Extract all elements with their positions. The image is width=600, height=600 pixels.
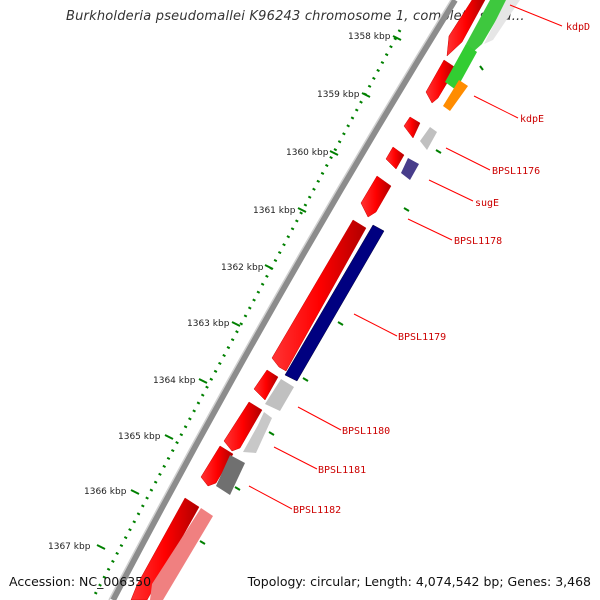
gene-label[interactable]: BPSL1180 [342,426,390,437]
ruler-tick [297,207,307,213]
ruler-tick-label: 1360 kbp [286,148,329,158]
ruler-tick [198,378,208,384]
track-marks [199,65,484,545]
ruler-tick [164,434,174,440]
ruler-dotted-line [90,29,402,600]
label-connector [273,446,318,470]
track-mark [199,540,206,545]
ruler [90,29,402,600]
ruler-tick-label: 1363 kbp [187,319,230,329]
gene-feature[interactable] [265,379,294,411]
ruler-tick-label: 1362 kbp [221,263,264,273]
label-connector [445,147,491,171]
gene-label[interactable]: BPSL1179 [398,332,446,343]
label-connector [353,313,398,337]
gene-feature[interactable] [420,127,437,150]
gene-feature[interactable] [284,224,385,382]
label-connectors [248,4,563,510]
gene-feature[interactable] [216,455,245,495]
gene-feature[interactable] [360,175,392,218]
gene-feature[interactable] [443,80,468,111]
gene-label[interactable]: kdpD [566,22,590,33]
track-mark [302,377,309,382]
label-connector [428,179,474,202]
forward-strand [130,0,486,600]
gene-feature[interactable] [401,158,419,180]
ruler-tick [392,35,402,41]
ruler-tick [264,264,274,270]
map-title: Burkholderia pseudomallei K96243 chromos… [66,9,525,24]
label-connector [473,95,519,119]
gene-feature[interactable] [445,44,477,90]
gene-label[interactable]: kdpE [520,114,544,125]
ruler-tick [96,544,106,550]
label-connector [509,4,563,27]
track-mark [403,207,410,212]
ruler-tick-label: 1361 kbp [253,206,296,216]
track-mark [268,431,275,436]
gene-feature[interactable] [253,369,279,401]
gene-feature[interactable] [130,497,200,600]
ruler-tick-label: 1364 kbp [153,376,196,386]
ruler-tick-label: 1365 kbp [118,432,161,442]
gene-label[interactable]: BPSL1182 [293,505,341,516]
gene-feature[interactable] [385,146,405,170]
gene-label[interactable]: sugE [475,198,499,209]
ruler-tick [361,92,371,98]
gene-feature[interactable] [403,116,421,139]
ruler-tick [130,489,140,495]
gene-feature[interactable] [271,219,367,372]
topology-text: Topology: circular; Length: 4,074,542 bp… [247,574,591,589]
gene-feature[interactable] [223,401,263,452]
backbone-arc [110,0,458,600]
ruler-tick-label: 1366 kbp [84,487,127,497]
track-mark [234,486,241,491]
label-connector [407,218,453,241]
track-mark [435,149,442,154]
ruler-tick-label: 1358 kbp [348,32,391,42]
ruler-tick [329,150,339,156]
gene-label[interactable]: BPSL1181 [318,465,366,476]
track-mark [479,65,484,71]
backbone-highlight [108,0,452,600]
label-connector [297,406,342,431]
ruler-tick-label: 1367 kbp [48,542,91,552]
ruler-tick [231,321,241,327]
gene-feature[interactable] [466,0,508,52]
gene-feature[interactable] [484,0,520,44]
gene-feature[interactable] [446,0,486,57]
gene-feature[interactable] [150,508,213,600]
gene-label[interactable]: BPSL1178 [454,236,502,247]
ruler-tick-label: 1359 kbp [317,90,360,100]
accession-text: Accession: NC_006350 [9,574,152,589]
reverse-strand [150,0,520,600]
track-mark [337,321,344,326]
gene-feature[interactable] [243,412,272,453]
gene-label[interactable]: BPSL1176 [492,166,540,177]
label-connector [248,485,293,510]
